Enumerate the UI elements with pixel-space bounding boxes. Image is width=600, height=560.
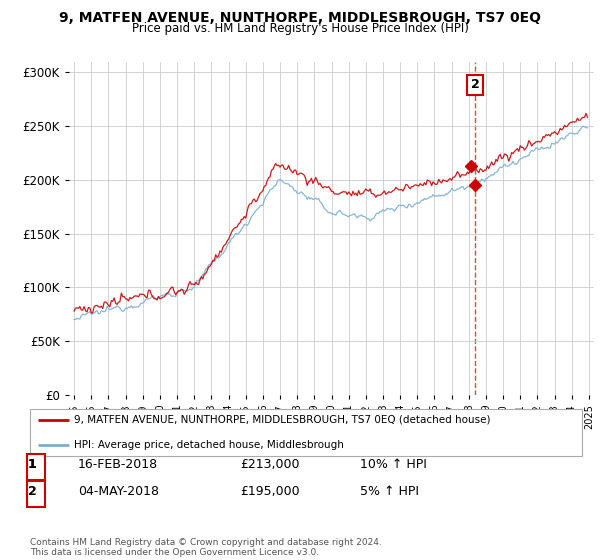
Text: 04-MAY-2018: 04-MAY-2018: [78, 484, 159, 498]
Text: 2: 2: [471, 78, 479, 91]
Text: £213,000: £213,000: [240, 458, 299, 471]
Text: 1: 1: [28, 458, 37, 471]
Text: Contains HM Land Registry data © Crown copyright and database right 2024.
This d: Contains HM Land Registry data © Crown c…: [30, 538, 382, 557]
Text: 16-FEB-2018: 16-FEB-2018: [78, 458, 158, 471]
Text: 10% ↑ HPI: 10% ↑ HPI: [360, 458, 427, 471]
Text: HPI: Average price, detached house, Middlesbrough: HPI: Average price, detached house, Midd…: [74, 441, 344, 450]
Text: 2: 2: [28, 484, 37, 498]
Text: 9, MATFEN AVENUE, NUNTHORPE, MIDDLESBROUGH, TS7 0EQ: 9, MATFEN AVENUE, NUNTHORPE, MIDDLESBROU…: [59, 11, 541, 25]
FancyBboxPatch shape: [30, 409, 582, 456]
Text: 9, MATFEN AVENUE, NUNTHORPE, MIDDLESBROUGH, TS7 0EQ (detached house): 9, MATFEN AVENUE, NUNTHORPE, MIDDLESBROU…: [74, 415, 491, 424]
Text: £195,000: £195,000: [240, 484, 299, 498]
Text: Price paid vs. HM Land Registry's House Price Index (HPI): Price paid vs. HM Land Registry's House …: [131, 22, 469, 35]
Text: 1: 1: [28, 458, 37, 471]
Text: 5% ↑ HPI: 5% ↑ HPI: [360, 484, 419, 498]
